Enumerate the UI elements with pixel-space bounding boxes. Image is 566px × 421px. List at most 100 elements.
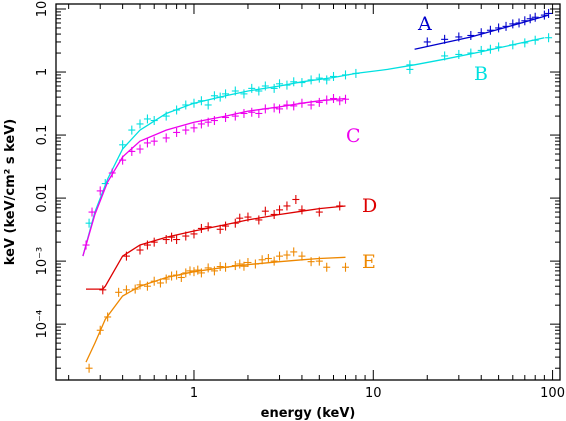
data-point — [531, 35, 539, 45]
data-point — [210, 116, 218, 126]
data-point — [455, 49, 463, 59]
data-point — [261, 81, 269, 91]
series-label-d: D — [362, 195, 377, 217]
data-point — [231, 111, 239, 121]
data-point — [531, 12, 539, 22]
data-point — [190, 229, 198, 239]
x-tick-label: 100 — [540, 386, 565, 401]
data-point — [307, 75, 315, 85]
data-point — [307, 257, 315, 267]
data-point — [240, 108, 248, 118]
y-tick-label: 1 — [35, 68, 50, 76]
data-point — [162, 111, 170, 121]
data-point — [283, 201, 291, 211]
data-point — [122, 251, 130, 261]
data-point — [240, 261, 248, 271]
data-point — [526, 14, 534, 24]
data-point — [423, 37, 431, 47]
data-point — [477, 45, 485, 55]
data-point — [342, 94, 350, 104]
data-point — [290, 247, 298, 257]
data-point — [197, 119, 205, 129]
data-point — [143, 114, 151, 124]
data-point — [270, 83, 278, 93]
data-point — [143, 138, 151, 148]
chart-marks: A B C D E — [82, 8, 553, 373]
data-point — [545, 33, 553, 43]
data-point — [96, 325, 104, 335]
data-point — [276, 205, 284, 215]
data-point — [315, 97, 323, 107]
data-point — [315, 73, 323, 83]
data-point — [204, 100, 212, 110]
data-point — [521, 16, 529, 26]
data-point — [190, 123, 198, 133]
data-point — [307, 100, 315, 110]
data-point — [222, 112, 230, 122]
data-point — [210, 266, 218, 276]
data-point — [292, 194, 300, 204]
data-point — [136, 280, 144, 290]
data-point — [515, 18, 523, 28]
data-point — [231, 261, 239, 271]
data-point — [104, 312, 112, 322]
data-point — [283, 250, 291, 260]
data-point — [342, 70, 350, 80]
data-point — [283, 80, 291, 90]
data-point — [261, 206, 269, 216]
y-axis-title: keV (keV/cm² s keV) — [3, 119, 18, 265]
data-point — [270, 103, 278, 113]
data-point — [173, 235, 181, 245]
data-point — [88, 207, 96, 217]
series-label-b: B — [474, 63, 488, 85]
data-point — [545, 8, 553, 18]
data-point — [197, 223, 205, 233]
model-line-e — [85, 256, 346, 363]
data-point — [162, 274, 170, 284]
data-point — [352, 68, 360, 78]
data-point — [240, 89, 248, 99]
data-point — [298, 98, 306, 108]
data-point — [330, 71, 338, 81]
data-point — [502, 21, 510, 31]
data-point — [182, 268, 190, 278]
data-point — [495, 42, 503, 52]
plot-frame — [55, 3, 561, 381]
data-point — [323, 75, 331, 85]
data-point — [173, 127, 181, 137]
data-point — [162, 235, 170, 245]
data-point — [231, 218, 239, 228]
data-point — [128, 125, 136, 135]
x-tick-label: 10 — [365, 386, 382, 401]
data-point — [455, 32, 463, 42]
data-point — [173, 270, 181, 280]
data-point — [298, 205, 306, 215]
data-point — [85, 218, 93, 228]
data-point — [150, 136, 158, 146]
data-point — [96, 186, 104, 196]
data-point — [255, 108, 263, 118]
data-point — [251, 259, 259, 269]
series-label-e: E — [362, 251, 376, 273]
data-point — [204, 117, 212, 127]
data-point — [486, 44, 494, 54]
data-point — [162, 133, 170, 143]
series-b: B — [82, 33, 553, 257]
data-point — [509, 40, 517, 50]
y-tick-label: 10⁻⁴ — [35, 310, 50, 339]
series-c: C — [82, 94, 361, 257]
data-point — [222, 221, 230, 231]
y-tick-label: 10 — [35, 1, 50, 18]
data-point — [270, 256, 278, 266]
data-point — [248, 107, 256, 117]
data-point — [216, 224, 224, 234]
data-point — [290, 77, 298, 87]
y-tick-label: 10⁻³ — [35, 247, 50, 276]
data-point — [486, 25, 494, 35]
data-point — [150, 116, 158, 126]
data-point — [122, 285, 130, 295]
data-point — [441, 34, 449, 44]
y-tick-label: 0.1 — [35, 125, 50, 146]
data-point — [315, 207, 323, 217]
